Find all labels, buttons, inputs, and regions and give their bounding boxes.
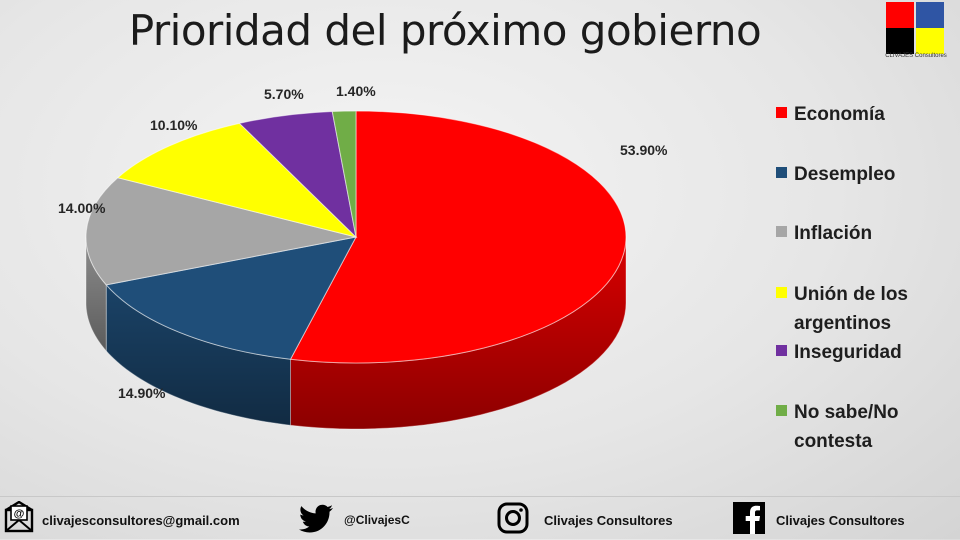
data-label-desempleo: 14.90% bbox=[118, 385, 166, 401]
footer-twitter[interactable]: @ClivajesC bbox=[298, 497, 438, 540]
data-label-inflacion: 14.00% bbox=[58, 200, 106, 216]
footer-instagram-text: Clivajes Consultores bbox=[544, 513, 673, 528]
pie-side-inflacion bbox=[85, 236, 107, 353]
svg-text:@: @ bbox=[14, 508, 25, 520]
pie-slice-economia bbox=[289, 110, 627, 364]
legend-swatch-no-sabe bbox=[776, 405, 787, 416]
pie-slice-no-sabe bbox=[331, 110, 357, 238]
legend-label-economia: Economía bbox=[794, 104, 885, 125]
legend-swatch-inflacion bbox=[776, 226, 787, 237]
legend-swatch-economia bbox=[776, 107, 787, 118]
pie-tops bbox=[85, 110, 627, 364]
footer-twitter-text: @ClivajesC bbox=[344, 513, 410, 527]
twitter-icon bbox=[298, 504, 333, 533]
legend-label-desempleo: Desempleo bbox=[794, 164, 896, 185]
legend-label-inseguridad: Inseguridad bbox=[794, 342, 902, 363]
logo-red-square bbox=[886, 2, 914, 28]
pie-slice-union bbox=[116, 122, 358, 238]
footer-instagram[interactable]: Clivajes Consultores bbox=[496, 497, 716, 540]
legend-label-union: Unión de los argentinos bbox=[794, 284, 908, 334]
data-label-union: 10.10% bbox=[150, 117, 198, 133]
data-label-economia: 53.90% bbox=[620, 142, 668, 158]
chart-title: Prioridad del próximo gobierno bbox=[128, 6, 762, 55]
logo-blue-square bbox=[916, 2, 944, 28]
facebook-icon bbox=[733, 502, 765, 534]
legend-label-inflacion: Inflación bbox=[794, 223, 873, 244]
pie-slice-inflacion bbox=[85, 177, 357, 286]
footer-email[interactable]: @ clivajesconsultores@gmail.com bbox=[4, 497, 294, 540]
envelope-icon: @ bbox=[4, 501, 34, 533]
pie-slice-desempleo bbox=[105, 236, 357, 360]
logo-black-square bbox=[886, 28, 914, 54]
instagram-icon bbox=[497, 502, 529, 534]
data-label-no-sabe: 1.40% bbox=[336, 83, 376, 99]
logo-yellow-square bbox=[916, 28, 944, 54]
legend-swatch-union bbox=[776, 287, 787, 298]
footer-facebook[interactable]: Clivajes Consultores bbox=[732, 497, 956, 540]
footer: @ clivajesconsultores@gmail.com @Clivaje… bbox=[0, 496, 960, 540]
logo-text: CLIVAJES Consultores bbox=[885, 53, 947, 59]
clivajes-logo bbox=[884, 0, 946, 62]
legend-label-no-sabe: No sabe/No contesta bbox=[794, 402, 899, 452]
legend-swatch-inseguridad bbox=[776, 345, 787, 356]
pie-data-labels: 53.90% 14.90% 14.00% 10.10% 5.70% 1.40% bbox=[58, 83, 668, 401]
legend-swatch-desempleo bbox=[776, 167, 787, 178]
data-label-inseguridad: 5.70% bbox=[264, 86, 304, 102]
footer-email-text: clivajesconsultores@gmail.com bbox=[42, 513, 240, 528]
footer-facebook-text: Clivajes Consultores bbox=[776, 513, 905, 528]
